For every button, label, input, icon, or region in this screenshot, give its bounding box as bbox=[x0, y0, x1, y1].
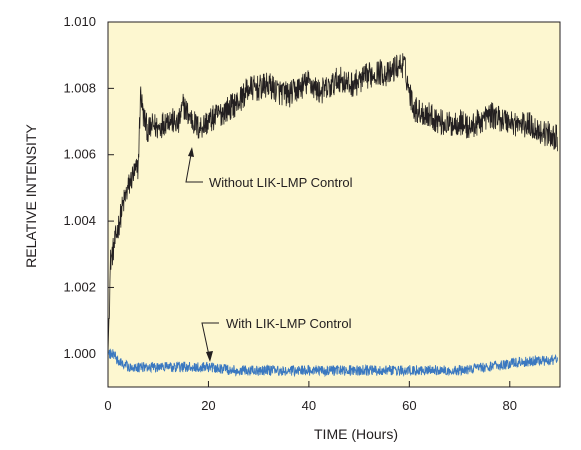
annotation-arrow-with bbox=[201, 322, 219, 361]
x-tick-label: 20 bbox=[201, 398, 215, 413]
annotation-without-label: Without LIK-LMP Control bbox=[209, 175, 353, 190]
x-axis: 0 20 40 60 80 bbox=[104, 381, 517, 413]
y-tick-label: 1.000 bbox=[63, 346, 96, 361]
y-tick-label: 1.004 bbox=[63, 213, 96, 228]
series-with-control-line bbox=[108, 348, 558, 378]
x-axis-title: TIME (Hours) bbox=[314, 426, 398, 442]
y-tick-label: 1.002 bbox=[63, 279, 96, 294]
x-tick-label: 0 bbox=[104, 398, 111, 413]
annotation-arrow-without bbox=[185, 148, 203, 183]
x-tick-label: 80 bbox=[503, 398, 517, 413]
annotation-arrowhead-without bbox=[188, 147, 194, 157]
plot-area bbox=[107, 21, 561, 388]
y-axis: 1.000 1.002 1.004 1.006 1.008 1.010 bbox=[63, 14, 114, 361]
series-without-control-line bbox=[107, 53, 558, 354]
x-tick-label: 40 bbox=[302, 398, 316, 413]
x-tick-label: 60 bbox=[402, 398, 416, 413]
annotation-arrowhead-with bbox=[206, 351, 213, 362]
y-tick-label: 1.008 bbox=[63, 80, 96, 95]
series-layer bbox=[107, 53, 558, 378]
y-axis-title: RELATIVE INTENSITY bbox=[23, 124, 39, 268]
y-tick-label: 1.006 bbox=[63, 147, 96, 162]
annotations: Without LIK-LMP Control With LIK-LMP Con… bbox=[185, 147, 353, 362]
annotation-with-label: With LIK-LMP Control bbox=[226, 316, 352, 331]
y-tick-label: 1.010 bbox=[63, 14, 96, 29]
